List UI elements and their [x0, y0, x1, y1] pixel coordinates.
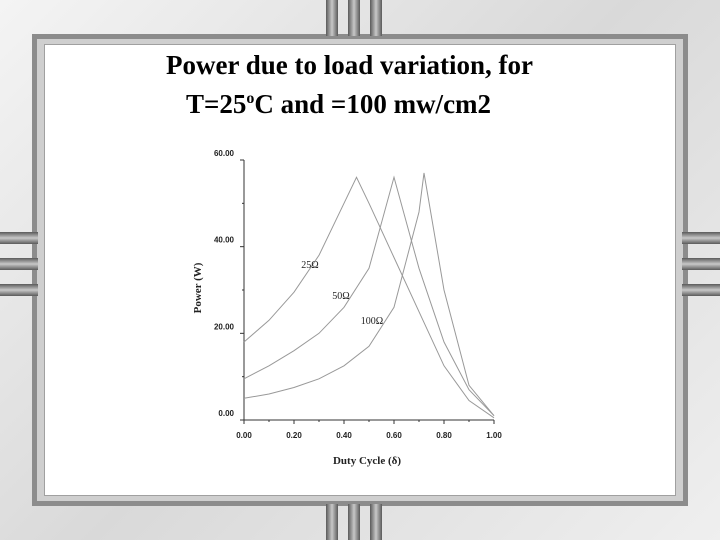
frame-tab-right — [682, 284, 720, 296]
y-tick-label: 60.00 — [214, 149, 235, 158]
chart-series-annotations: 25Ω 50Ω 100Ω — [301, 260, 383, 327]
chart-series-lines — [243, 172, 495, 419]
chart-axes — [243, 160, 494, 421]
x-axis-label: Duty Cycle (δ) — [333, 455, 401, 467]
title-line-2-prefix: T=25 — [186, 89, 247, 119]
series-line-2 — [243, 172, 495, 417]
series-annotation: 50Ω — [332, 291, 349, 302]
x-tick-label: 0.40 — [336, 431, 352, 440]
frame-tab-top — [326, 0, 338, 36]
title-line-1: Power due to load variation, for — [166, 50, 533, 80]
frame-tab-left — [0, 284, 38, 296]
y-tick-label: 0.00 — [218, 409, 234, 418]
frame-tab-top — [370, 0, 382, 36]
x-tick-label: 0.00 — [236, 431, 252, 440]
x-tick-label: 1.00 — [486, 431, 502, 440]
series-line-1 — [243, 175, 495, 417]
frame-tab-bottom — [326, 504, 338, 540]
title-line-2: T=25oC and =100 mw/cm2 — [186, 82, 491, 121]
y-axis-label: Power (W) — [192, 262, 204, 313]
frame-tab-right — [682, 232, 720, 244]
x-tick-label: 0.20 — [286, 431, 302, 440]
frame-tab-right — [682, 258, 720, 270]
slide-content-area — [44, 44, 676, 496]
title-degree-superscript: o — [246, 90, 255, 107]
x-tick-label: 0.80 — [436, 431, 452, 440]
chart-tick-labels: 0.00 0.20 0.40 0.60 0.80 1.00 0.00 20.00 40.00 60… — [214, 149, 502, 440]
series-annotation: 25Ω — [301, 260, 318, 271]
y-tick-label: 40.00 — [214, 236, 235, 245]
y-tick-label: 20.00 — [214, 322, 235, 331]
frame-tab-bottom — [370, 504, 382, 540]
series-annotation: 100Ω — [361, 316, 383, 327]
series-line-0 — [243, 176, 495, 419]
frame-tab-top — [348, 0, 360, 36]
title-line-2-suffix: C and =100 mw/cm2 — [254, 89, 492, 119]
x-tick-label: 0.60 — [386, 431, 402, 440]
frame-tab-left — [0, 258, 38, 270]
frame-tab-bottom — [348, 504, 360, 540]
frame-tab-left — [0, 232, 38, 244]
